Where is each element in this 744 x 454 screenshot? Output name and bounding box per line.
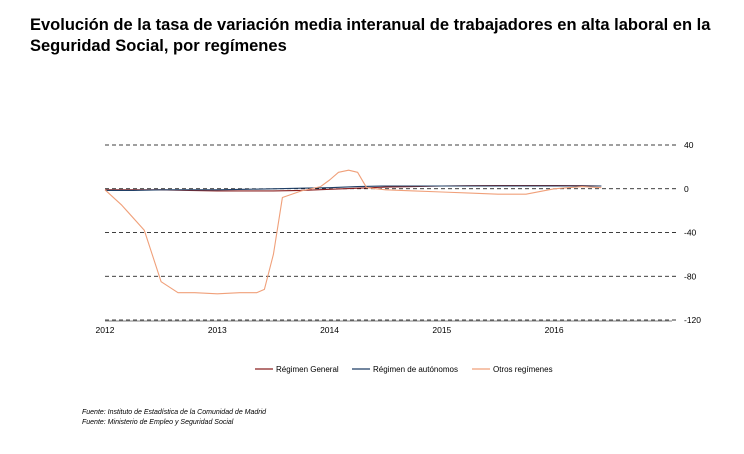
legend-label: Régimen de autónomos — [373, 365, 458, 374]
y-tick-label: 40 — [684, 140, 694, 150]
x-tick-label: 2016 — [545, 325, 564, 335]
source-note-2: Fuente: Ministerio de Empleo y Seguridad… — [82, 419, 234, 426]
legend-label: Régimen General — [276, 365, 339, 374]
source-note-1: Fuente: Instituto de Estadística de la C… — [82, 409, 267, 416]
grid-lines — [105, 144, 676, 321]
x-tick-labels: 2012 2013 2014 2015 2016 — [96, 325, 564, 335]
y-tick-label: -80 — [684, 271, 697, 281]
y-tick-label: -120 — [684, 315, 701, 325]
x-tick-label: 2012 — [96, 325, 115, 335]
series-lines — [104, 169, 602, 295]
series-line-regimen-de-autonomos — [105, 185, 602, 191]
x-tick-label: 2015 — [432, 325, 451, 335]
y-tick-label: -40 — [684, 228, 697, 238]
x-tick-label: 2013 — [208, 325, 227, 335]
x-tick-label: 2014 — [320, 325, 339, 335]
y-tick-labels: 40 0 -40 -80 -120 — [684, 140, 701, 325]
chart-title: Evolución de la tasa de variación media … — [30, 16, 711, 55]
legend-label: Otros regímenes — [493, 365, 553, 374]
legend: Régimen General Régimen de autónomos Otros… — [255, 365, 553, 374]
series-line-otros-regimenes — [104, 169, 602, 295]
y-tick-label: 0 — [684, 184, 689, 194]
